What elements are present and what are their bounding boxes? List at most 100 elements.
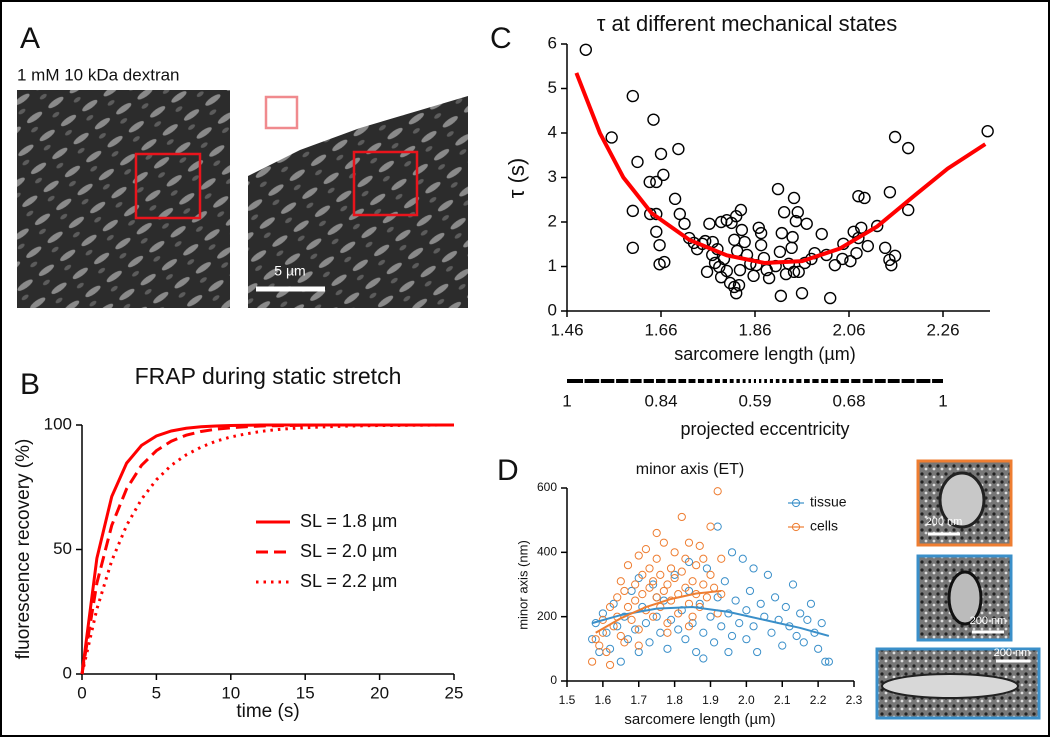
point <box>792 265 805 279</box>
point <box>858 191 871 205</box>
fit-line <box>595 589 722 634</box>
point <box>638 570 647 579</box>
point <box>792 631 801 641</box>
x-tick-label: 2.06 <box>832 320 865 339</box>
point <box>714 215 728 229</box>
point <box>754 238 768 252</box>
inset-feature <box>938 471 986 529</box>
point <box>824 291 837 305</box>
point <box>656 570 665 579</box>
point <box>902 203 915 217</box>
x-tick-label: 1.6 <box>595 693 612 707</box>
point <box>702 593 712 602</box>
y-tick-label: 6 <box>548 33 557 52</box>
point <box>688 612 697 621</box>
point <box>733 263 747 277</box>
y-tick-label: 5 <box>548 78 557 97</box>
point <box>674 609 683 618</box>
point <box>652 593 661 602</box>
point <box>598 609 607 618</box>
point <box>767 628 776 637</box>
point <box>666 564 676 573</box>
point <box>645 564 654 573</box>
legend-label: SL = 2.2 µm <box>300 571 397 591</box>
point <box>647 113 660 126</box>
legend-label: SL = 1.8 µm <box>300 511 397 531</box>
point <box>713 522 722 531</box>
point <box>786 230 799 244</box>
x-axis-label: time (s) <box>236 701 299 722</box>
point <box>668 192 682 206</box>
point <box>678 217 691 230</box>
chart-title: minor axis (ET) <box>636 461 744 478</box>
point <box>720 577 729 586</box>
x-tick-label: 10 <box>221 683 240 702</box>
point <box>749 564 758 573</box>
point <box>616 657 625 666</box>
point <box>663 628 672 637</box>
point <box>692 647 701 657</box>
point <box>855 221 868 234</box>
point <box>730 287 743 300</box>
point <box>734 203 748 217</box>
roi-box <box>264 95 299 130</box>
point <box>634 551 643 560</box>
point <box>695 541 704 551</box>
point <box>787 265 801 279</box>
x-tick-label: 1.5 <box>559 693 576 707</box>
point <box>620 638 629 647</box>
scale-bar-label: 5 µm <box>274 263 305 279</box>
fit-line <box>591 606 830 637</box>
y-tick-label: 1 <box>548 256 557 275</box>
point <box>724 647 733 657</box>
point <box>700 265 714 279</box>
point <box>753 647 762 657</box>
legend-label: cells <box>810 518 838 534</box>
point <box>645 583 654 592</box>
point <box>672 142 685 156</box>
point <box>771 182 785 196</box>
point <box>730 210 743 223</box>
point <box>591 635 600 644</box>
point <box>844 254 857 268</box>
x2-tick-label: 0.59 <box>738 391 771 410</box>
point <box>613 593 622 602</box>
point <box>605 131 618 144</box>
point <box>803 615 812 624</box>
point <box>785 241 798 255</box>
y-tick-label: 3 <box>548 167 557 186</box>
point <box>620 586 629 596</box>
point <box>754 226 768 240</box>
x-tick-label: 25 <box>445 683 464 702</box>
point <box>738 554 747 563</box>
point <box>674 625 683 634</box>
point <box>699 580 708 589</box>
point <box>742 635 751 644</box>
point <box>735 619 744 628</box>
y-axis-label: fluorescence recovery (%) <box>13 439 34 660</box>
x-axis-label: sarcomere length (µm) <box>624 711 775 728</box>
x-tick-label: 1.8 <box>666 693 683 707</box>
point <box>742 606 751 615</box>
line <box>80 423 454 675</box>
panel-label: A <box>20 22 40 55</box>
point <box>602 647 611 657</box>
point <box>773 245 787 259</box>
point <box>749 622 758 631</box>
point <box>699 554 708 563</box>
point <box>595 641 604 650</box>
point <box>770 593 780 602</box>
point <box>645 638 654 647</box>
point <box>706 570 715 579</box>
point <box>727 631 737 641</box>
roi-box <box>134 152 202 220</box>
point <box>681 583 690 592</box>
point <box>588 657 597 666</box>
point <box>778 641 787 650</box>
point <box>626 89 639 103</box>
x-tick-label: 2.2 <box>810 693 827 707</box>
point <box>634 641 643 650</box>
point <box>634 625 643 634</box>
